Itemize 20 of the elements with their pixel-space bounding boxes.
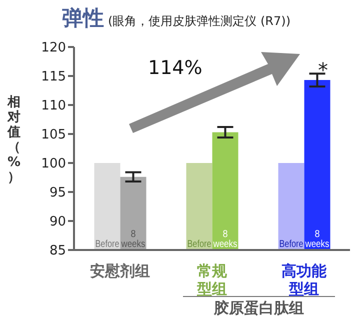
y-tick-label: 120 (41, 40, 66, 56)
y-tick-label: 105 (41, 128, 66, 143)
x-tick-label: 高功能型组 (282, 262, 328, 298)
chart-subtitle: (眼角，使用皮肤弹性测定仪 (R7)) (108, 14, 291, 28)
y-tick-label: 110 (41, 98, 66, 114)
text: 8 weeks (213, 229, 242, 250)
y-tick-label: 85 (49, 244, 66, 259)
text: 胶原蛋白肽组 (214, 299, 304, 317)
y-tick-label: 95 (49, 186, 66, 201)
y-axis-title: 相对值（%） (6, 95, 22, 185)
series-label: 8 weeks (120, 229, 150, 250)
y-tick-label: 90 (49, 214, 66, 230)
chart-title: 弹性 (62, 6, 104, 30)
annotation: 114% (148, 57, 202, 79)
annotation: * (318, 58, 328, 82)
y-tick-label: 100 (41, 156, 66, 172)
x-tick-label: 常规型组 (196, 262, 228, 298)
y-tick-label: 115 (41, 70, 66, 85)
text: 8 weeks (305, 229, 334, 250)
x-tick-label: 安慰剂组 (90, 262, 150, 280)
